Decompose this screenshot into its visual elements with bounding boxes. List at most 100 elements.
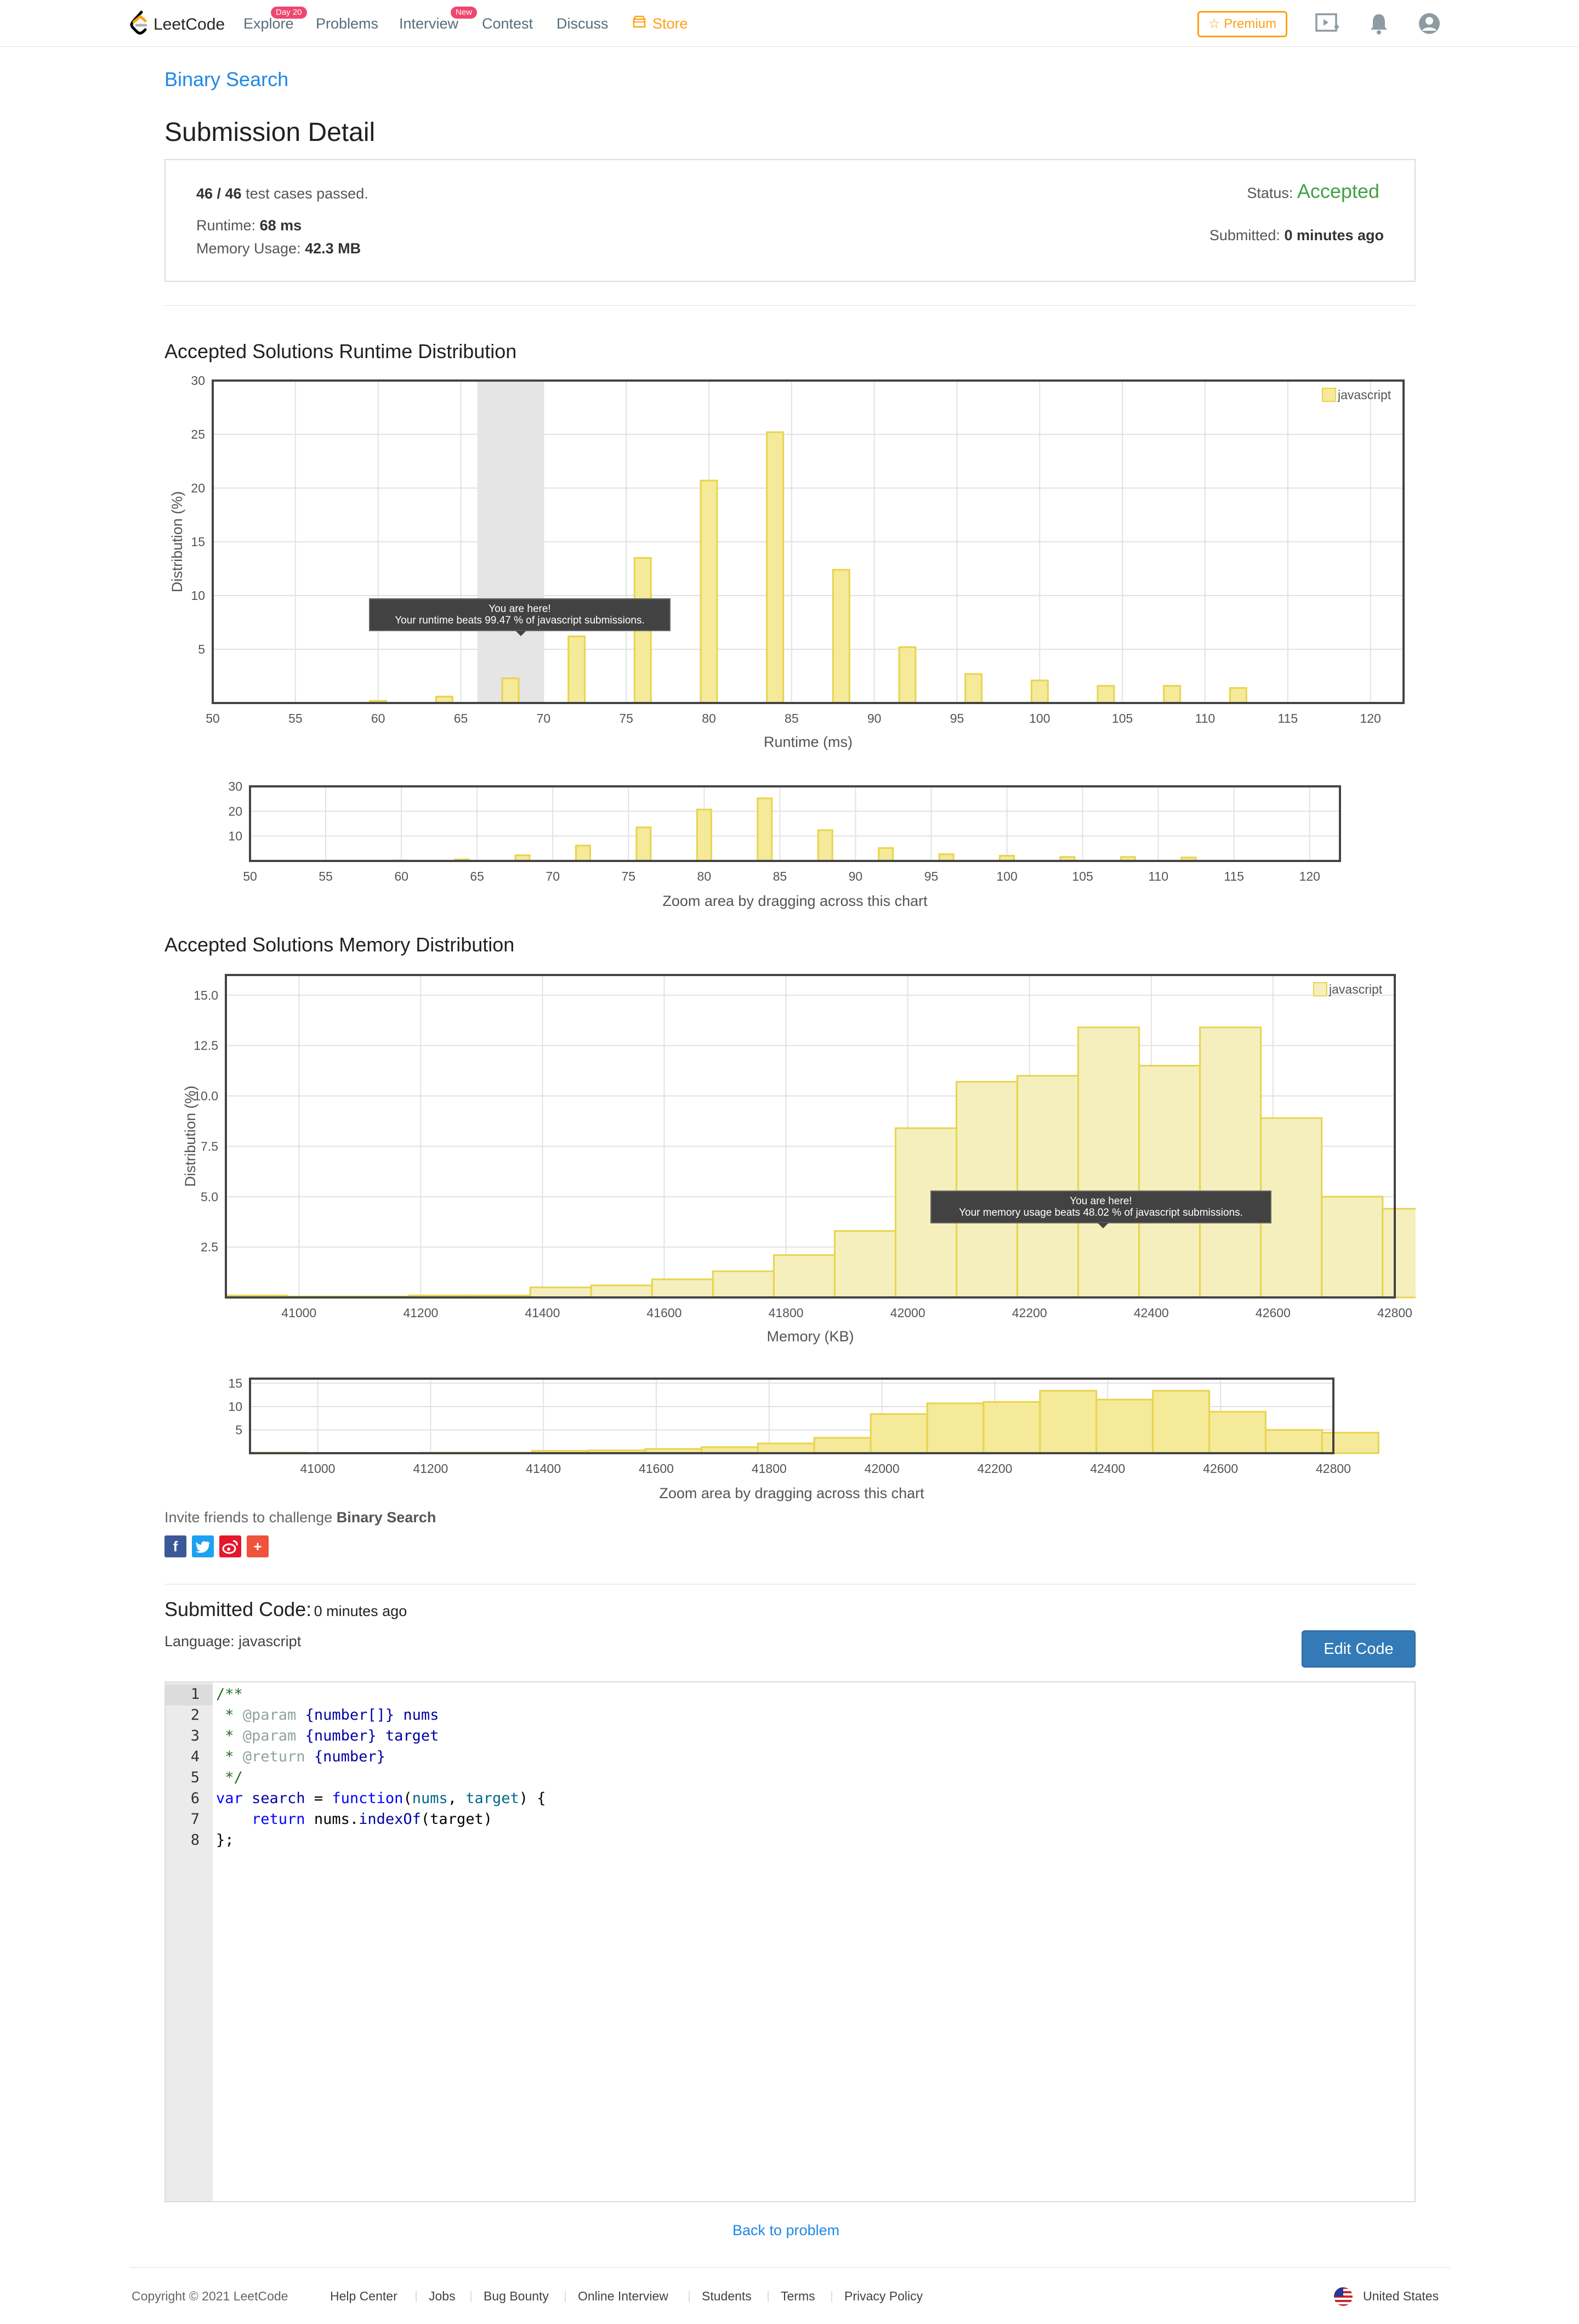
x-tick-label: 65 xyxy=(470,869,484,883)
footer-link-terms[interactable]: Terms xyxy=(781,2289,815,2303)
x-tick-label: 42000 xyxy=(890,1306,925,1320)
y-tick-label: 5 xyxy=(198,642,205,656)
chart-bar xyxy=(1097,685,1115,704)
code-line[interactable]: * @param {number} target xyxy=(216,1727,439,1744)
footer-divider xyxy=(129,2267,1450,2268)
y-tick-label: 2.5 xyxy=(201,1240,218,1254)
x-tick-label: 41200 xyxy=(413,1461,448,1476)
footer-separator xyxy=(689,2291,690,2302)
chart-bar xyxy=(1229,687,1247,704)
x-tick-label: 41400 xyxy=(525,1306,560,1320)
line-number: 8 xyxy=(190,1832,200,1849)
line-number: 5 xyxy=(190,1769,200,1786)
x-tick-label: 41800 xyxy=(752,1461,787,1476)
twitter-icon[interactable] xyxy=(192,1535,214,1557)
y-tick-label: 30 xyxy=(191,373,205,388)
code-line[interactable]: */ xyxy=(216,1769,243,1786)
status-value: Accepted xyxy=(1297,180,1379,202)
nav-contest[interactable]: Contest xyxy=(482,15,533,32)
chart-bar xyxy=(501,677,520,704)
x-tick-label: 42600 xyxy=(1256,1306,1291,1320)
code-line[interactable]: /** xyxy=(216,1686,243,1703)
x-tick-label: 42600 xyxy=(1203,1461,1238,1476)
y-tick-label: 25 xyxy=(191,427,205,441)
highlight-band xyxy=(477,381,544,703)
status-info: Status: Accepted xyxy=(1247,180,1379,203)
memory-label: Memory Usage: xyxy=(196,240,301,257)
region-selector[interactable]: United States xyxy=(1363,2289,1439,2303)
nav-discuss[interactable]: Discuss xyxy=(556,15,609,32)
code-line[interactable]: * @return {number} xyxy=(216,1748,385,1765)
y-tick-label: 15.0 xyxy=(194,988,218,1002)
bell-icon[interactable] xyxy=(1368,12,1389,35)
y-tick-label: 12.5 xyxy=(194,1039,218,1053)
star-icon: ☆ xyxy=(1208,16,1220,31)
footer-separator xyxy=(470,2291,472,2302)
runtime-zoom-chart[interactable]: 50 55 60 65 70 75 80 85 90 95 100 105 110 115 120 10 20 3… xyxy=(164,779,1416,916)
x-tick-label: 41200 xyxy=(403,1306,438,1320)
breadcrumb[interactable]: Binary Search xyxy=(164,68,289,90)
x-tick-label: 75 xyxy=(621,869,635,883)
premium-button[interactable]: ☆ Premium xyxy=(1197,11,1287,37)
us-flag-icon[interactable] xyxy=(1333,2287,1353,2306)
x-tick-label: 100 xyxy=(1029,711,1050,725)
chart-bar xyxy=(567,635,586,704)
memory-zoom-chart[interactable]: 41000 41200 41400 41600 41800 42000 42200 42400… xyxy=(164,1371,1416,1508)
chart-bar xyxy=(982,1401,1041,1454)
memory-info: Memory Usage: 42.3 MB xyxy=(196,240,361,257)
chart-bar xyxy=(696,808,712,862)
code-line[interactable]: }; xyxy=(216,1832,234,1849)
footer-link-bug-bounty[interactable]: Bug Bounty xyxy=(484,2289,549,2303)
chart-bar xyxy=(575,844,591,862)
chart-bar xyxy=(757,797,773,862)
chart-bar xyxy=(813,1437,872,1454)
language-value: javascript xyxy=(238,1633,302,1650)
cases-count: 46 / 46 xyxy=(196,185,242,202)
playground-icon[interactable] xyxy=(1315,12,1340,35)
x-tick-label: 120 xyxy=(1360,711,1381,725)
divider xyxy=(164,1584,1416,1585)
invite-label: Invite friends to challenge xyxy=(164,1509,333,1526)
legend-label: javascript xyxy=(1328,982,1383,996)
runtime-distribution-chart[interactable]: 50 55 60 65 70 75 80 85 90 95 100 105 110 115 120 5 10 15… xyxy=(164,373,1416,757)
code-line[interactable]: return nums.indexOf(target) xyxy=(252,1811,492,1828)
chart-bar xyxy=(1077,1027,1140,1299)
x-tick-label: 120 xyxy=(1299,869,1320,883)
edit-code-button[interactable]: Edit Code xyxy=(1302,1630,1416,1668)
footer-link-privacy-policy[interactable]: Privacy Policy xyxy=(844,2289,923,2303)
x-tick-label: 41800 xyxy=(769,1306,804,1320)
plus-icon[interactable]: + xyxy=(247,1535,269,1557)
line-number: 3 xyxy=(190,1727,200,1744)
back-to-problem-link[interactable]: Back to problem xyxy=(732,2222,840,2238)
x-axis-label: Runtime (ms) xyxy=(764,734,853,750)
chart-bar xyxy=(651,1278,714,1299)
x-tick-label: 105 xyxy=(1112,711,1133,725)
memory-distribution-chart[interactable]: 41000 41200 41400 41600 41800 42000 42200 42400… xyxy=(164,966,1416,1350)
nav-interview[interactable]: Interview xyxy=(399,15,459,32)
chart-bar xyxy=(1152,1390,1211,1454)
code-line[interactable]: * @param {number[]} nums xyxy=(216,1707,439,1724)
weibo-icon[interactable] xyxy=(219,1535,241,1557)
x-tick-label: 41600 xyxy=(647,1306,682,1320)
x-tick-label: 80 xyxy=(702,711,716,725)
code-line[interactable]: var search = function(nums, target) { xyxy=(216,1790,546,1807)
x-tick-label: 42400 xyxy=(1090,1461,1125,1476)
nav-problems[interactable]: Problems xyxy=(316,15,379,32)
chart-bar xyxy=(964,673,983,704)
footer-link-students[interactable]: Students xyxy=(702,2289,752,2303)
chart-bar xyxy=(1382,1208,1416,1299)
footer-link-jobs[interactable]: Jobs xyxy=(429,2289,456,2303)
chart-bar xyxy=(817,829,833,862)
runtime-info: Runtime: 68 ms xyxy=(196,217,302,234)
footer-link-help-center[interactable]: Help Center xyxy=(330,2289,397,2303)
chart-caption: Zoom area by dragging across this chart xyxy=(659,1485,924,1501)
x-tick-label: 42200 xyxy=(978,1461,1013,1476)
nav-store[interactable]: Store xyxy=(652,15,688,32)
editor-gutter: 1 2 3 4 5 6 7 8 xyxy=(166,1682,213,2201)
footer-link-online-interview[interactable]: Online Interview xyxy=(578,2289,668,2303)
code-editor[interactable]: 1 2 3 4 5 6 7 8 /** * @param {number[]} nums * … xyxy=(164,1681,1416,2202)
facebook-icon[interactable]: f xyxy=(164,1535,186,1557)
user-avatar-icon[interactable] xyxy=(1418,12,1441,35)
submitted-code-title: Submitted Code: xyxy=(164,1598,312,1620)
x-tick-label: 90 xyxy=(867,711,882,725)
